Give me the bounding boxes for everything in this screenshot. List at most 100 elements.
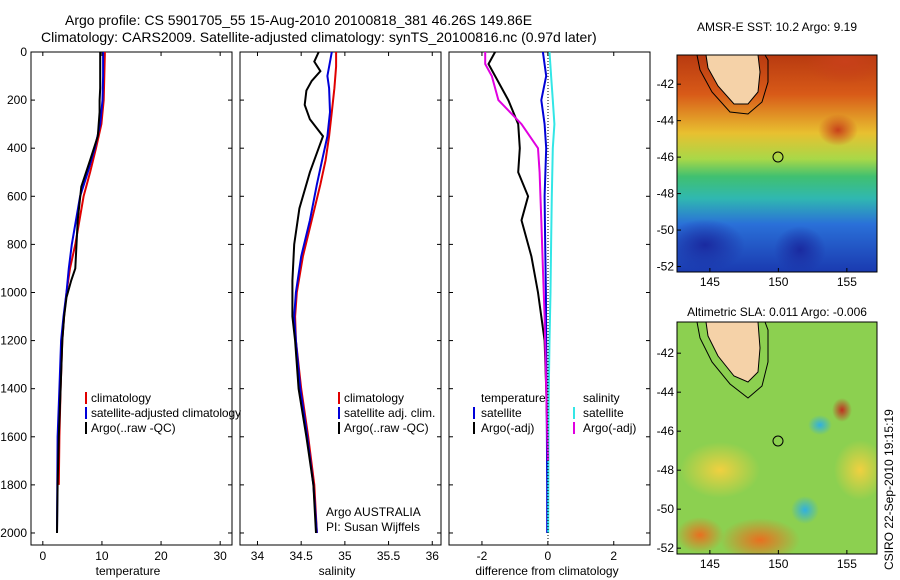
depth-tick-label: 2000 — [0, 526, 27, 540]
depth-tick-label: 1600 — [0, 430, 27, 444]
temperature-axis-label: temperature — [96, 564, 161, 578]
lon-tick-label: 145 — [700, 275, 720, 289]
sla-low-patch — [791, 496, 819, 524]
difference-legend: temperature satellite Argo(-adj) salinit… — [473, 391, 636, 435]
lat-tick-label: -42 — [657, 77, 675, 91]
sst-cool-patch — [774, 226, 826, 272]
lat-tick-label: -52 — [657, 260, 675, 274]
temperature-panel-frame — [30, 51, 233, 546]
lat-tick-label: -44 — [657, 385, 675, 399]
x-tick-label: 20 — [154, 549, 168, 563]
sst-map — [677, 55, 877, 272]
x-tick-label: 35.5 — [377, 549, 401, 563]
x-tick-label: 34 — [251, 549, 265, 563]
principal-investigator-label: PI: Susan Wijffels — [326, 520, 420, 534]
sla-map-title: Altimetric SLA: 0.011 Argo: -0.006 — [687, 305, 867, 319]
sla-high-patch — [680, 442, 760, 498]
sst-warm-patch — [818, 114, 858, 146]
salinity-panel-frame — [239, 51, 442, 546]
legend-label: Argo(-adj) — [583, 421, 636, 435]
x-axes: 0 10 20 30 34 34.5 35 35.5 36 -2 0 2 — [39, 52, 617, 563]
legend-label: satellite — [583, 406, 624, 420]
series-line-temperature-argo-adj- — [487, 51, 549, 449]
figure-title-line1: Argo profile: CS 5901705_55 15-Aug-2010 … — [65, 12, 532, 28]
lon-tick-label: 150 — [768, 275, 788, 289]
sst-warm-patch — [805, 55, 877, 84]
legend-header-temperature: temperature — [481, 391, 546, 405]
series-line-satellite-adj-clim- — [293, 51, 333, 534]
depth-tick-label: 0 — [20, 45, 27, 59]
x-tick-label: 0 — [39, 549, 46, 563]
legend-label: Argo(-adj) — [481, 421, 534, 435]
depth-tick-label: 1400 — [0, 382, 27, 396]
lat-tick-label: -46 — [657, 424, 675, 438]
sst-map-frame — [676, 54, 878, 273]
sla-high-patch — [677, 517, 724, 553]
sla-map-frame — [676, 321, 878, 555]
lon-tick-label: 150 — [768, 557, 788, 571]
depth-tick-label: 400 — [7, 141, 27, 155]
sla-high-patch — [720, 518, 800, 554]
salinity-axis-label: salinity — [319, 564, 356, 578]
series-line-argo-raw-qc- — [291, 51, 325, 534]
argo-float-marker — [772, 151, 784, 163]
lon-tick-label: 155 — [837, 275, 857, 289]
tasmania-land — [705, 55, 761, 105]
lon-tick-label: 145 — [700, 557, 720, 571]
lat-tick-label: -50 — [657, 223, 675, 237]
series-line-satellite-adjusted-climatology — [56, 52, 105, 534]
legend-label: climatology — [91, 391, 151, 405]
sst-map-title: AMSR-E SST: 10.2 Argo: 9.19 — [697, 20, 857, 34]
lat-tick-label: -46 — [657, 150, 675, 164]
series-line-salinity-satellite — [547, 51, 556, 534]
creation-stamp: CSIRO 22-Sep-2010 19:15:19 — [882, 409, 896, 570]
x-tick-label: -2 — [477, 549, 488, 563]
depth-tick-label: 1000 — [0, 285, 27, 299]
temperature-profile-lines — [56, 51, 106, 534]
legend-label: satellite — [481, 406, 522, 420]
sla-low-patch — [808, 415, 832, 435]
figure-title-line2: Climatology: CARS2009. Satellite-adjuste… — [41, 29, 597, 45]
x-tick-label: 2 — [610, 549, 617, 563]
sla-high-patch — [834, 440, 877, 500]
x-tick-label: 0 — [545, 549, 552, 563]
legend-header-salinity: salinity — [583, 391, 620, 405]
sla-map — [677, 322, 877, 554]
lat-tick-label: -48 — [657, 187, 675, 201]
argo-float-marker — [772, 435, 784, 447]
depth-tick-label: 200 — [7, 93, 27, 107]
x-tick-label: 10 — [95, 549, 109, 563]
x-tick-label: 34.5 — [289, 549, 313, 563]
tasmania-shelf-contour — [696, 55, 769, 115]
legend-label: Argo(..raw -QC) — [91, 421, 176, 435]
series-line-argo-raw-qc- — [56, 52, 102, 534]
tasmania-land — [705, 322, 761, 383]
sla-field — [677, 322, 877, 554]
argo-program-label: Argo AUSTRALIA — [326, 505, 421, 519]
depth-tick-label: 1200 — [0, 334, 27, 348]
legend-label: satellite-adjusted climatology — [91, 406, 241, 420]
x-tick-label: 30 — [213, 549, 227, 563]
legend-label: climatology — [344, 391, 404, 405]
legend-label: Argo(..raw -QC) — [344, 421, 429, 435]
salinity-profile-lines — [291, 51, 338, 534]
depth-tick-label: 600 — [7, 189, 27, 203]
x-tick-label: 35 — [338, 549, 352, 563]
depth-axis: 0 200 400 600 800 1000 1200 1400 1600 1800 2000 — [0, 45, 650, 540]
difference-axis-label: difference from climatology — [475, 564, 618, 578]
lat-tick-label: -50 — [657, 502, 675, 516]
temperature-legend: climatology satellite-adjusted climatolo… — [85, 391, 241, 435]
salinity-legend: climatology satellite adj. clim. Argo(..… — [326, 391, 435, 534]
lat-tick-label: -48 — [657, 463, 675, 477]
sla-peak-patch — [832, 398, 852, 422]
sst-map-axes: 145 150 155 -42 -44 -46 -48 -50 -52 — [657, 77, 858, 289]
lat-tick-label: -52 — [657, 541, 675, 555]
sla-map-axes: 145 150 155 -42 -44 -46 -48 -50 -52 — [657, 346, 858, 571]
depth-tick-label: 800 — [7, 237, 27, 251]
lat-tick-label: -44 — [657, 114, 675, 128]
difference-profile-lines — [484, 51, 556, 534]
lon-tick-label: 155 — [837, 557, 857, 571]
sst-cool-patch — [677, 219, 745, 271]
legend-label: satellite adj. clim. — [344, 406, 435, 420]
